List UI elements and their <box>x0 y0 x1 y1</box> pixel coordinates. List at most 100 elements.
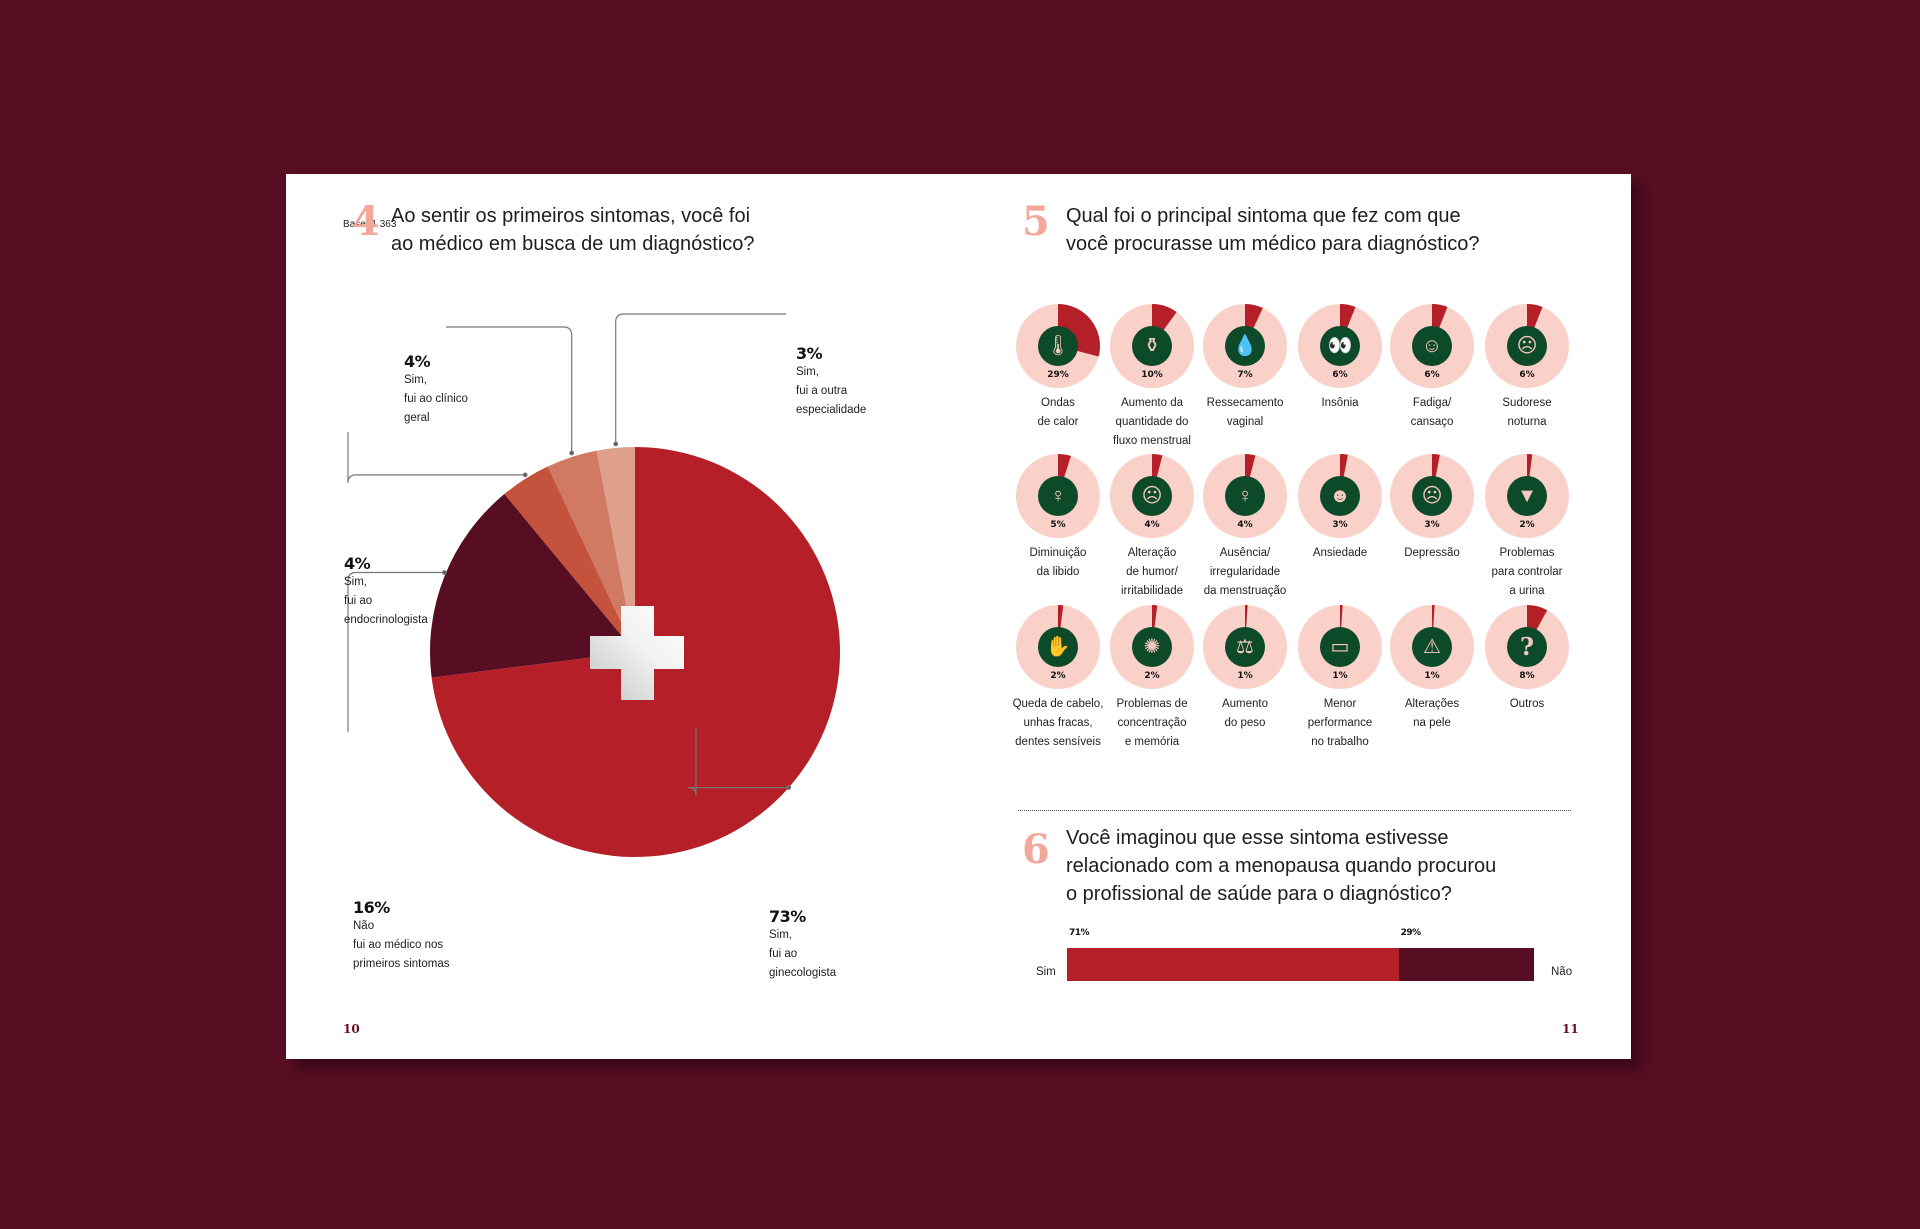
symptom-item: ▭ 1% Menor performance no trabalho <box>1285 605 1395 752</box>
symptom-percent: 5% <box>1050 520 1066 530</box>
symptom-item: 💧 7% Ressecamento vaginal <box>1190 304 1300 432</box>
symptom-ring-chart: ? 8% <box>1485 605 1569 689</box>
symptom-ring-chart: 💧 7% <box>1203 304 1287 388</box>
symptom-ring-chart: 👀 6% <box>1298 304 1382 388</box>
question-6-title-line2: relacionado com a menopausa quando procu… <box>1066 855 1497 877</box>
pie-label-line: Sim, <box>796 366 819 378</box>
symptom-percent: 6% <box>1424 370 1440 380</box>
leader-dot <box>522 472 528 478</box>
symptom-label-line: Ansiedade <box>1312 547 1368 559</box>
symptom-percent: 1% <box>1237 671 1253 681</box>
question-4-title: Ao sentir os primeiros sintomas, você fo… <box>391 202 811 258</box>
section-divider <box>1018 810 1571 811</box>
leader-line-clinico <box>446 326 573 453</box>
symptom-percent: 3% <box>1424 520 1440 530</box>
symptom-percent: 4% <box>1144 520 1160 530</box>
symptom-item: 🌡 29% Ondas de calor <box>1003 304 1113 432</box>
bar-category-nao: Não <box>1551 966 1573 978</box>
bar-category-sim: Sim <box>1036 966 1056 978</box>
question-6-title: Você imaginou que esse sintoma estivesse… <box>1066 824 1546 908</box>
base-label: Base: 1 363 <box>343 219 397 230</box>
symptom-label-line: concentração <box>1117 717 1187 729</box>
symptom-ring-chart: ▼ 2% <box>1485 454 1569 538</box>
symptom-label-line: fluxo menstrual <box>1113 435 1191 447</box>
leader-line-nao <box>347 571 445 732</box>
symptom-percent: 1% <box>1424 671 1440 681</box>
symptom-label-line: Alteração <box>1127 547 1177 559</box>
symptom-ring-chart: ⚖ 1% <box>1203 605 1287 689</box>
pie-label-line: fui ao <box>769 948 798 960</box>
symptom-label-line: performance <box>1307 717 1373 729</box>
angry-face-icon: ☹ <box>1132 476 1172 516</box>
pie-percent: 73% <box>769 907 806 926</box>
symptom-label: Insônia <box>1285 394 1395 413</box>
symptom-label-line: Menor <box>1323 698 1357 710</box>
symptom-label-line: Ausência/ <box>1219 547 1271 559</box>
symptom-item: ☹ 4% Alteração de humor/irritabilidade <box>1097 454 1207 601</box>
symptom-percent: 2% <box>1519 520 1535 530</box>
symptom-label-line: vaginal <box>1226 416 1264 428</box>
symptom-percent: 4% <box>1237 520 1253 530</box>
leader-line-outra <box>615 313 786 444</box>
pie-chart <box>347 313 840 857</box>
symptom-label: Ondas de calor <box>1003 394 1113 432</box>
symptom-label-line: e memória <box>1124 736 1180 748</box>
report-spread: Base: 1 363 4 Ao sentir os primeiros sin… <box>286 174 1631 1059</box>
symptom-label-line: Problemas <box>1499 547 1555 559</box>
symptom-percent: 8% <box>1519 671 1535 681</box>
symptom-item: ♀ 5% Diminuição da libido <box>1003 454 1113 582</box>
question-5-title-line1: Qual foi o principal sintoma que fez com… <box>1066 205 1461 227</box>
symptom-item: ⚠ 1% Alterações na pele <box>1377 605 1487 733</box>
leader-dot <box>786 785 792 790</box>
question-6-title-line3: o profissional de saúde para o diagnósti… <box>1066 883 1452 905</box>
pie-label-nao: 16% Não fui ao médico nos primeiros sint… <box>353 898 450 974</box>
tired-person-icon: ☺ <box>1412 326 1452 366</box>
symptom-label: Queda de cabelo, unhas fracas, dentes sens… <box>1003 695 1113 752</box>
leader-dot <box>441 570 447 575</box>
symptom-label: Diminuição da libido <box>1003 544 1113 582</box>
leader-dot <box>569 450 575 456</box>
pie-label-line: fui a outra <box>796 385 848 397</box>
symptom-label-line: da menstruação <box>1203 585 1287 597</box>
pie-slice-outra <box>596 447 635 652</box>
symptom-label-line: Outros <box>1509 698 1545 710</box>
symptom-ring-chart: ♀ 5% <box>1016 454 1100 538</box>
flame-thermometer-icon: 🌡 <box>1038 326 1078 366</box>
pie-slice-nao <box>430 494 635 678</box>
symptom-label: Ausência/irregularidade da menstruação <box>1190 544 1300 601</box>
monitor-chart-icon: ▭ <box>1320 627 1360 667</box>
symptom-label-line: Queda de cabelo, <box>1012 698 1104 710</box>
symptom-label-line: irregularidade <box>1209 566 1281 578</box>
symptom-label: Aumento da quantidade do fluxo menstrual <box>1097 394 1207 451</box>
crossed-drop-icon: 💧 <box>1225 326 1265 366</box>
symptom-item: ♀ 4% Ausência/irregularidade da menstruação <box>1190 454 1300 601</box>
question-5-title-line2: você procurasse um médico para diagnósti… <box>1066 233 1480 255</box>
woman-arms-crossed-icon: ♀ <box>1038 476 1078 516</box>
bar-segment-nao <box>1398 948 1534 981</box>
anxious-person-icon: ☻ <box>1320 476 1360 516</box>
symptom-label-line: para controlar <box>1491 566 1563 578</box>
symptom-label: Ressecamento vaginal <box>1190 394 1300 432</box>
symptom-item: ✺ 2% Problemas de concentração e memória <box>1097 605 1207 752</box>
pie-percent: 3% <box>796 344 823 363</box>
pie-label-endo: 4% Sim, fui ao endocrinologista <box>344 554 428 630</box>
symptom-label-line: Depressão <box>1404 547 1460 559</box>
symptom-percent: 3% <box>1332 520 1348 530</box>
symptom-label-line: no trabalho <box>1311 736 1369 748</box>
symptom-item: ☹ 3% Depressão <box>1377 454 1487 563</box>
symptom-label-line: a urina <box>1509 585 1545 597</box>
open-eyes-icon: 👀 <box>1320 326 1360 366</box>
symptom-label-line: irritabilidade <box>1120 585 1183 597</box>
symptom-label-line: Insônia <box>1321 397 1359 409</box>
symptom-label: Ansiedade <box>1285 544 1395 563</box>
pie-label-line: Não <box>353 920 375 932</box>
symptom-label: Alterações na pele <box>1377 695 1487 733</box>
bar-segment-sim <box>1067 948 1399 981</box>
pie-percent: 4% <box>404 352 431 371</box>
question-4-title-line2: ao médico em busca de um diagnóstico? <box>391 233 755 255</box>
page-number-left: 10 <box>343 1022 360 1036</box>
symptom-item: ☺ 6% Fadiga/cansaço <box>1377 304 1487 432</box>
medical-cross-icon <box>590 606 684 700</box>
symptom-label: Menor performance no trabalho <box>1285 695 1395 752</box>
pie-label-gine: 73% Sim, fui ao ginecologista <box>769 907 836 983</box>
